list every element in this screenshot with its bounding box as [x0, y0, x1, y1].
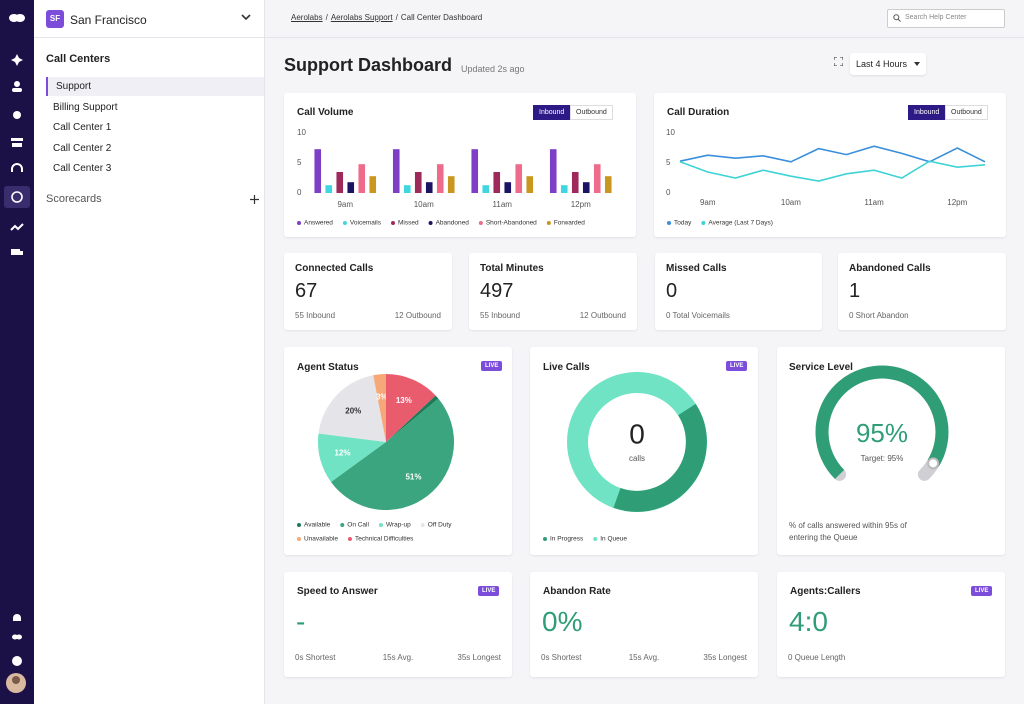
card-title: Call Duration — [667, 107, 730, 118]
updated: Updated 2s ago — [461, 64, 525, 74]
rail-icons — [4, 14, 30, 693]
card — [530, 572, 758, 677]
kpi-value: - — [296, 606, 306, 637]
breadcrumb-separator: / — [395, 13, 398, 22]
nav-icon[interactable] — [11, 163, 23, 172]
gauge-caption: % of calls answered within 95s of enteri… — [789, 521, 907, 542]
toggle-button[interactable]: Inbound — [908, 105, 946, 120]
breadcrumb[interactable]: Aerolabs Support — [330, 13, 393, 22]
kpi-title: Agents:Callers — [790, 586, 861, 597]
card-title: Service Level — [789, 362, 853, 373]
kpi-detail: 35s Longest — [457, 653, 501, 662]
nav-item[interactable]: Call Center 1 — [53, 122, 112, 134]
kpi-detail: 0s Shortest — [295, 653, 336, 662]
stat-detail: 55 Inbound — [295, 311, 336, 320]
card-title: Call Volume — [297, 107, 354, 118]
card — [777, 572, 1005, 677]
org-caret[interactable] — [241, 14, 251, 22]
divider — [34, 37, 264, 38]
card — [284, 347, 512, 555]
live-badge: LIVE — [726, 361, 748, 371]
kpi-detail: 0 Queue Length — [788, 653, 846, 662]
stat-detail: 12 Outbound — [579, 311, 626, 320]
section-title: Call Centers — [46, 53, 111, 65]
nav-icon[interactable] — [11, 54, 23, 66]
nav-icon[interactable] — [11, 249, 20, 255]
kpi-value: 0% — [542, 606, 583, 637]
search-icon — [893, 14, 901, 22]
kpi-detail: 15s Avg. — [382, 653, 414, 662]
stat-detail: 0 Short Abandon — [849, 311, 909, 320]
nav-icon[interactable] — [14, 81, 20, 87]
breadcrumb-separator: / — [325, 13, 328, 22]
card — [655, 253, 822, 330]
kpi-title: Abandon Rate — [543, 586, 611, 597]
card — [469, 253, 637, 330]
stat-title: Abandoned Calls — [849, 263, 931, 274]
kpi-detail: 35s Longest — [703, 653, 747, 662]
nav-active — [4, 186, 30, 208]
nav-icon[interactable] — [13, 111, 21, 119]
search-box[interactable] — [887, 9, 1005, 28]
nav-item[interactable]: Call Center 3 — [53, 163, 112, 175]
stat-detail: 0 Total Voicemails — [666, 311, 730, 320]
kpi-detail: 0s Shortest — [541, 653, 582, 662]
card — [284, 253, 452, 330]
sidebar — [34, 0, 265, 704]
nav-icon[interactable] — [12, 656, 22, 666]
live-badge: LIVE — [481, 361, 503, 371]
breadcrumb: Call Center Dashboard — [400, 13, 483, 22]
page-title: Support Dashboard — [284, 55, 453, 75]
card — [838, 253, 1006, 330]
nav-icon[interactable] — [11, 138, 23, 141]
stat-value: 1 — [849, 280, 861, 302]
stat-title: Connected Calls — [295, 263, 374, 274]
kpi-detail: 15s Avg. — [628, 653, 660, 662]
org-name[interactable]: San Francisco — [70, 13, 147, 27]
icon-rail — [0, 0, 34, 704]
expand-icon[interactable] — [834, 57, 843, 66]
kpi-value: 4:0 — [789, 606, 828, 637]
kpi-title: Speed to Answer — [297, 586, 378, 597]
stat-value: 497 — [480, 280, 514, 302]
add-scorecard[interactable] — [250, 195, 259, 204]
org-badge: SF — [46, 10, 64, 28]
breadcrumb[interactable]: Aerolabs — [291, 13, 323, 22]
nav-item[interactable]: Support — [46, 77, 264, 96]
card-title: Live Calls — [543, 362, 590, 373]
live-badge: LIVE — [971, 586, 993, 596]
toggle-button[interactable]: Outbound — [945, 105, 988, 120]
nav-icon[interactable] — [11, 191, 23, 203]
card-title: Agent Status — [297, 362, 359, 373]
card — [284, 572, 512, 677]
stat-detail: 12 Outbound — [394, 311, 441, 320]
stat-title: Missed Calls — [666, 263, 727, 274]
stat-detail: 55 Inbound — [480, 311, 521, 320]
search-placeholder: Search Help Center — [905, 14, 967, 21]
breadcrumbs: Aerolabs / Aerolabs Support / Call Center Da… — [291, 13, 482, 22]
card — [530, 347, 758, 555]
stat-value: 0 — [666, 280, 678, 302]
range-label: Last 4 Hours — [856, 59, 908, 69]
stat-value: 67 — [295, 280, 318, 302]
range-select[interactable] — [850, 53, 926, 75]
toggle-button[interactable]: Inbound — [533, 105, 571, 120]
nav-icon[interactable] — [10, 223, 24, 231]
nav-icon[interactable] — [13, 614, 21, 621]
scorecards[interactable]: Scorecards — [46, 193, 102, 205]
stat-title: Total Minutes — [480, 263, 544, 274]
nav-item[interactable]: Billing Support — [53, 101, 118, 113]
range-caret — [914, 62, 920, 66]
nav-item[interactable]: Call Center 2 — [53, 142, 112, 154]
toggle-button[interactable]: Outbound — [570, 105, 613, 120]
live-badge: LIVE — [478, 586, 500, 596]
